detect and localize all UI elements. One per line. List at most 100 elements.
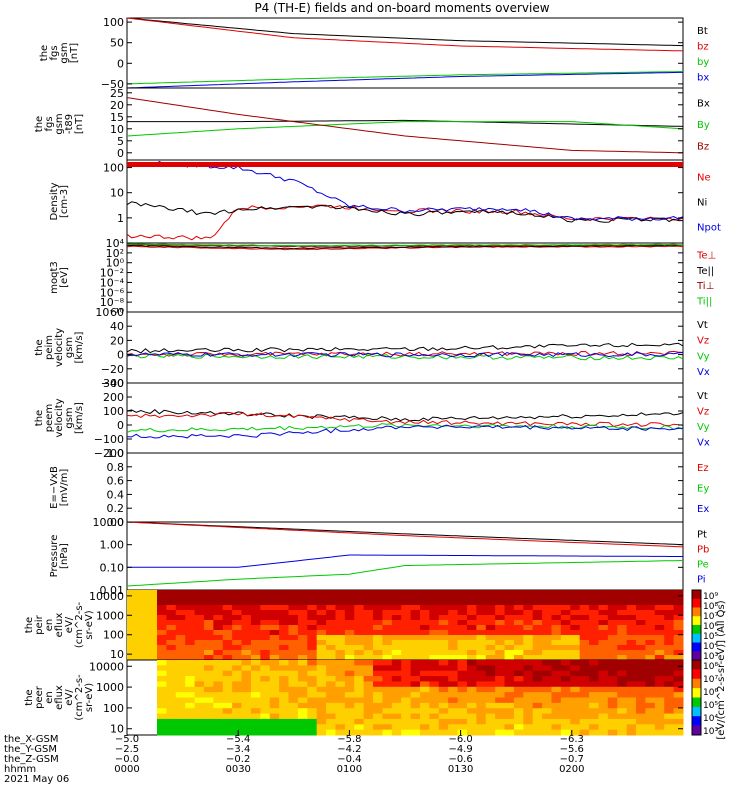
spectrogram-cell	[194, 640, 205, 646]
spectrogram-cell	[438, 702, 449, 709]
spectrogram-cell	[504, 665, 515, 672]
spectrogram-cell	[307, 655, 318, 661]
spectrogram-cell	[241, 681, 252, 688]
spectrogram-cell	[589, 615, 599, 621]
spectrogram-cell	[485, 660, 496, 666]
spectrogram-cell	[194, 676, 205, 682]
colorbar-tick-label: 10⁴	[703, 714, 718, 724]
colorbar-segment	[692, 625, 701, 635]
spectrogram-cell	[241, 650, 252, 656]
spectrogram-cell	[222, 681, 233, 688]
spectrogram-cell	[664, 676, 675, 682]
spectrogram-cell	[664, 625, 675, 631]
spectrogram-cell	[194, 665, 205, 672]
spectrogram-cell	[185, 718, 196, 725]
spectrogram-cell	[203, 660, 214, 666]
y-axis-label-line: sr-eV)	[84, 610, 95, 639]
spectrogram-cell	[579, 708, 590, 715]
spectrogram-cell	[269, 676, 280, 682]
spectrogram-cell	[551, 665, 562, 672]
spectrogram-cell	[466, 600, 477, 606]
spectrogram-cell	[523, 713, 534, 720]
spectrogram-cell	[391, 615, 402, 621]
spectrogram-cell	[157, 665, 167, 672]
spectrogram-cell	[560, 620, 571, 626]
spectrogram-cell	[448, 729, 459, 736]
spectrogram-cell	[326, 620, 336, 626]
spectrogram-cell	[664, 670, 675, 677]
y-axis-label: the fgs gsm -t89 [nT]	[34, 113, 85, 134]
spectrogram-cell	[598, 635, 609, 641]
spectrogram-cell	[326, 655, 336, 661]
spectrogram-cell	[645, 724, 656, 731]
spectrogram-cell	[429, 630, 440, 636]
spectrogram-cell	[316, 630, 327, 636]
spectrogram-cell	[495, 724, 506, 731]
spectrogram-cell	[335, 605, 346, 611]
legend-label: Bx	[697, 99, 710, 110]
spectrogram-cell	[523, 718, 534, 725]
spectrogram-cell	[570, 640, 581, 646]
y-axis-label-line: [nT]	[74, 114, 85, 134]
spectrogram-cell	[335, 718, 346, 725]
spectrogram-cell	[532, 686, 543, 693]
panel-4: Te⊥Te||Ti⊥Ti||10⁴10²10⁰10⁻²10⁻⁴10⁻⁶10⁻⁸1…	[49, 237, 716, 319]
spectrogram-cell	[326, 630, 336, 636]
spectrogram-cell	[476, 615, 487, 621]
spectrogram-cell	[457, 595, 468, 601]
spectrogram-cell	[626, 681, 637, 688]
spectrogram-cell	[495, 681, 506, 688]
spectrogram-cell	[570, 610, 581, 616]
x-tick-label: −4.9	[448, 744, 472, 755]
spectrogram-cell	[654, 729, 665, 736]
y-axis-label-line: fgs	[49, 45, 60, 60]
panel-frame	[126, 87, 684, 161]
spectrogram-cell	[570, 686, 581, 693]
spectrogram-cell	[279, 650, 289, 656]
spectrogram-cell	[175, 729, 186, 736]
spectrogram-cell	[438, 635, 449, 641]
spectrogram-cell	[513, 729, 524, 736]
spectrogram-cell	[260, 718, 271, 725]
spectrogram-cell	[157, 670, 167, 677]
spectrogram-cell	[279, 681, 289, 688]
spectrogram-cell	[213, 729, 224, 736]
spectrogram-cell	[213, 681, 224, 688]
spectrogram-cell	[297, 713, 308, 720]
spectrogram-cell	[448, 620, 459, 626]
spectrogram-cell	[391, 625, 402, 631]
spectrogram-cell	[429, 655, 440, 661]
colorbar-segment	[692, 590, 701, 600]
spectrogram-cell	[175, 615, 186, 621]
spectrogram-cell	[363, 660, 374, 666]
spectrogram-cell	[570, 729, 581, 736]
series-line-vt	[126, 342, 684, 354]
x-tick-label: 0000	[114, 764, 139, 775]
spectrogram-cell	[542, 650, 552, 656]
spectrogram-cell	[429, 590, 440, 596]
spectrogram-cell	[213, 665, 224, 672]
spectrogram-cell	[344, 645, 355, 651]
spectrogram-cell	[466, 650, 477, 656]
spectrogram-cell	[363, 605, 374, 611]
spectrogram-cell	[203, 620, 214, 626]
spectrogram-cell	[307, 676, 318, 682]
spectrogram-cell	[203, 595, 214, 601]
spectrogram-cell	[579, 610, 590, 616]
spectrogram-cell	[250, 595, 261, 601]
spectrogram-cell	[297, 708, 308, 715]
spectrogram-cell	[579, 676, 590, 682]
spectrogram-cell	[157, 686, 167, 693]
spectrogram-cell	[326, 650, 336, 656]
spectrogram-cell	[448, 630, 459, 636]
spectrogram-cell	[203, 655, 214, 661]
spectrogram-cell	[382, 686, 393, 693]
spectrogram-cell	[316, 713, 327, 720]
spectrogram-cell	[203, 702, 214, 709]
spectrogram-cell	[542, 692, 552, 698]
spectrogram-cell	[241, 620, 252, 626]
y-tick-label: 10⁻¹⁰	[95, 306, 124, 319]
spectrogram-cell	[363, 692, 374, 698]
